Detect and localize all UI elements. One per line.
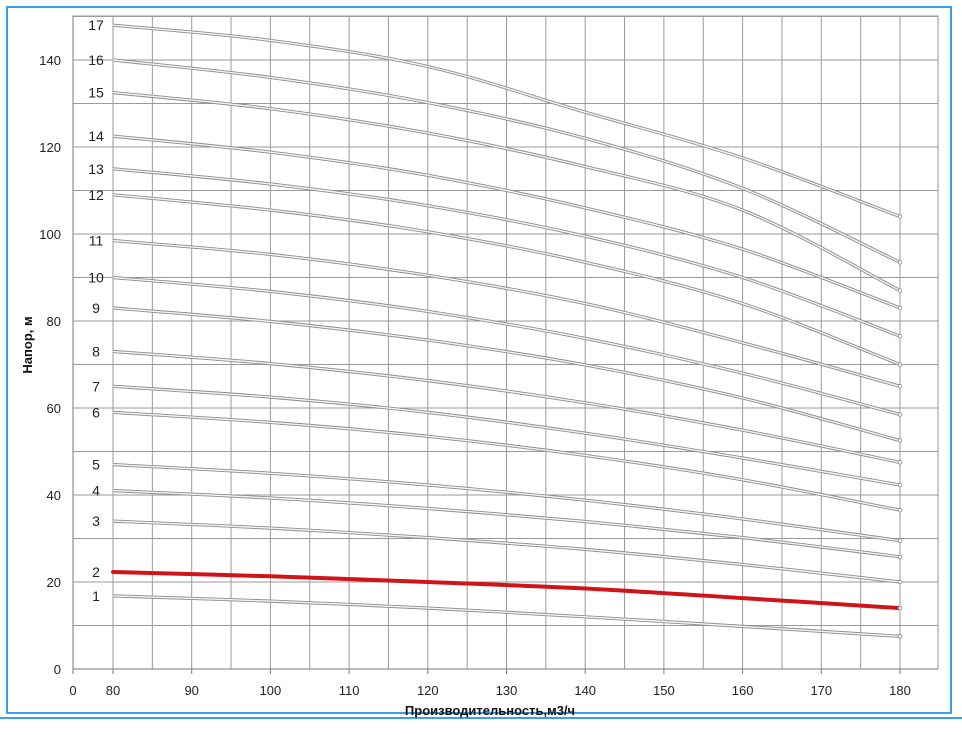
y-axis-title: Напор, м [20, 316, 35, 373]
curve-label-14: 14 [88, 128, 104, 144]
curve-label-8: 8 [92, 343, 100, 359]
curve-end-marker [897, 554, 903, 559]
bottom-divider [0, 717, 962, 719]
curve-15 [112, 91, 901, 292]
curve-13 [112, 168, 901, 337]
curve-14 [112, 135, 901, 309]
curve-end-marker [897, 288, 903, 293]
curve-12 [112, 194, 901, 366]
curve-label-16: 16 [88, 52, 104, 68]
x-tick-label: 140 [574, 683, 596, 698]
y-tick-label: 120 [39, 140, 61, 155]
y-tick-label: 100 [39, 227, 61, 242]
x-tick-label: 80 [106, 683, 120, 698]
curve-end-marker [897, 538, 903, 543]
curve-label-11: 11 [89, 233, 104, 249]
curves [111, 23, 903, 639]
y-tick-label: 80 [47, 314, 61, 329]
y-tick-label: 40 [47, 488, 61, 503]
curve-label-17: 17 [88, 17, 104, 33]
curve-end-marker [897, 305, 903, 311]
x-tick-label: 150 [653, 683, 675, 698]
x-tick-label: 170 [810, 683, 832, 698]
curve-9 [112, 307, 901, 442]
curve-label-1: 1 [92, 588, 100, 604]
curve-label-7: 7 [92, 378, 100, 394]
curve-16 [112, 59, 901, 263]
curve-end-marker [897, 579, 903, 585]
curve-label-2: 2 [92, 564, 100, 580]
curve-17 [112, 24, 901, 218]
curve-end-marker [897, 438, 903, 443]
curve-label-9: 9 [92, 300, 100, 316]
plot-area [72, 15, 939, 670]
x-tick-label: 120 [417, 683, 439, 698]
curve-1 [112, 595, 901, 638]
x-tick-label: 90 [184, 683, 198, 698]
x-tick-label: 0 [69, 683, 76, 698]
x-tick-label: 110 [339, 683, 360, 698]
curve-4 [112, 489, 901, 558]
curve-end-marker [897, 260, 903, 265]
curve-end-marker [897, 508, 903, 513]
curve-end-marker [897, 362, 903, 367]
y-tick-label: 140 [39, 53, 61, 68]
curve-end-marker [897, 412, 903, 417]
y-tick-label: 20 [47, 575, 61, 590]
curve-label-12: 12 [88, 187, 104, 203]
curve-label-5: 5 [92, 457, 100, 473]
curve-11 [112, 239, 901, 387]
x-tick-label: 100 [260, 683, 282, 698]
x-tick-label: 160 [732, 683, 754, 698]
curve-10 [112, 276, 901, 416]
curve-label-15: 15 [88, 85, 104, 101]
curve-end-marker [897, 214, 903, 219]
curve-3 [112, 520, 901, 583]
curve-label-3: 3 [92, 513, 100, 529]
curve-end-marker [897, 605, 903, 611]
curve-label-6: 6 [92, 404, 100, 420]
curve-2 [111, 570, 902, 611]
curve-label-10: 10 [88, 270, 104, 286]
x-axis-title: Производительность,м3/ч [405, 703, 575, 718]
curve-end-marker [897, 634, 903, 639]
y-tick-label: 0 [54, 662, 61, 677]
y-tick-label: 60 [47, 401, 61, 416]
curve-label-13: 13 [88, 161, 104, 177]
axes: 0 80 90 100 110 120 130 140 150 160 170 18002040608… [39, 16, 938, 698]
curve-end-marker [897, 384, 903, 389]
curve-6 [112, 411, 901, 511]
curve-end-marker [897, 334, 903, 339]
curve-label-4: 4 [92, 483, 100, 499]
x-tick-label: 180 [889, 683, 911, 698]
x-tick-label: 130 [496, 683, 518, 698]
curve-7 [112, 385, 901, 486]
curve-end-marker [897, 460, 903, 465]
grid [72, 15, 939, 670]
curve-end-marker [897, 482, 903, 488]
curve-5 [112, 463, 901, 542]
curve-8 [112, 350, 901, 464]
